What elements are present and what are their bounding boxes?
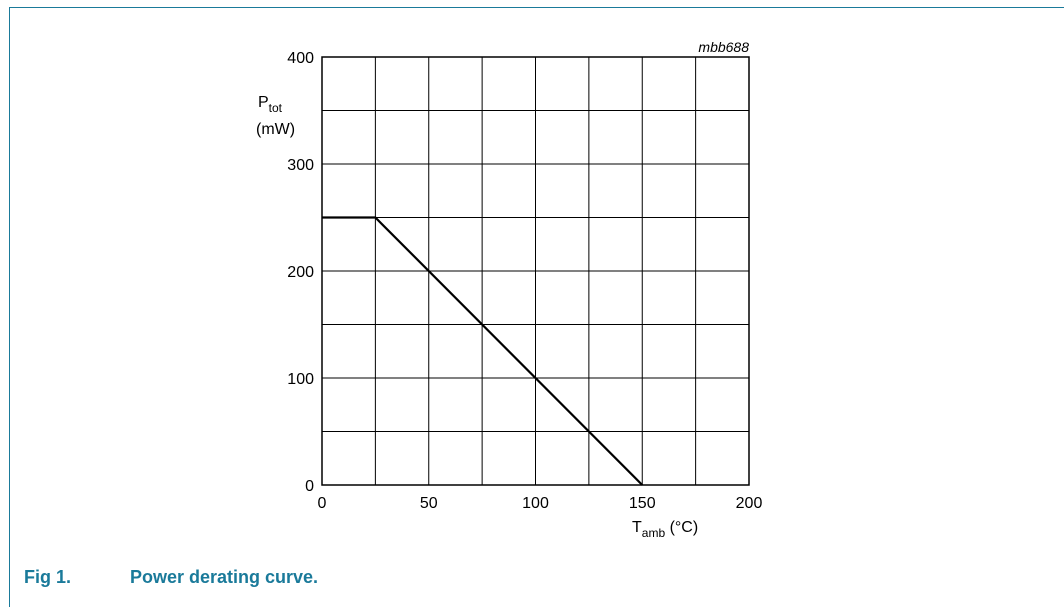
- plot-border: [321, 56, 750, 486]
- x-axis-label-main: T: [632, 519, 642, 536]
- x-axis-unit: (°C): [665, 519, 698, 536]
- chart-grid: [322, 57, 749, 485]
- y-axis-unit: (mW): [256, 121, 295, 138]
- figure-caption: Fig 1. Power derating curve.: [24, 567, 318, 588]
- y-axis-label-main: P: [258, 94, 269, 111]
- figure-title: Power derating curve.: [130, 567, 319, 587]
- derating-curve-line: [322, 216, 644, 486]
- y-tick-label: 300: [287, 157, 314, 174]
- x-tick-label: 200: [736, 495, 763, 512]
- x-tick-label: 150: [629, 495, 656, 512]
- x-tick-label: 0: [318, 495, 327, 512]
- figure-number: Fig 1.: [24, 567, 72, 587]
- y-axis-label-sub: tot: [269, 101, 283, 115]
- figure-code: mbb688: [698, 39, 749, 55]
- x-tick-label: 50: [420, 495, 438, 512]
- x-tick-label: 100: [522, 495, 549, 512]
- x-tick-labels: 0 50 100 150 200: [318, 495, 763, 512]
- x-axis-label-sub: amb: [642, 526, 666, 540]
- y-axis-label: Ptot: [258, 94, 283, 115]
- figure-frame: [9, 7, 1064, 607]
- y-tick-label: 100: [287, 371, 314, 388]
- y-tick-label: 400: [287, 50, 314, 67]
- y-tick-label: 200: [287, 264, 314, 281]
- y-tick-labels: 0 100 200 300 400: [287, 50, 314, 495]
- y-tick-label: 0: [305, 478, 314, 495]
- x-axis-label: Tamb (°C): [632, 519, 698, 540]
